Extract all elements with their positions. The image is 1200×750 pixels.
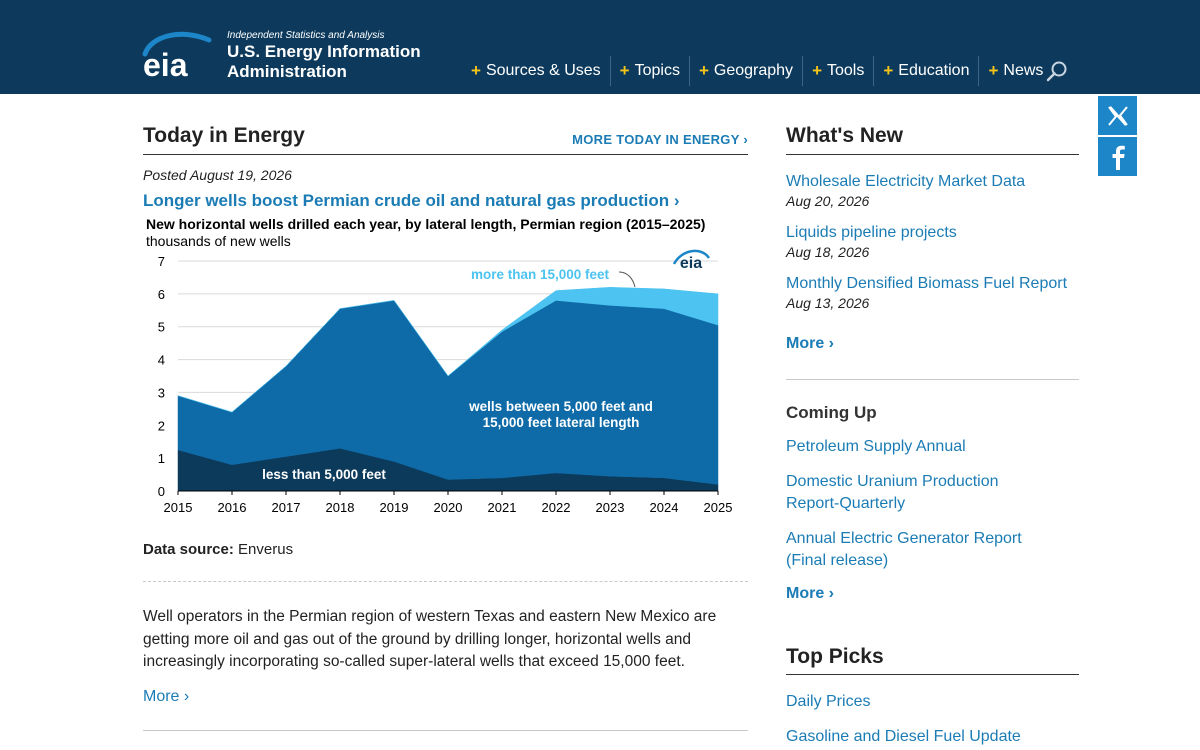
x-tick-label: 2020 (434, 500, 463, 515)
posted-date: Posted August 19, 2026 (143, 167, 292, 183)
nav-label: Tools (827, 62, 865, 79)
top-picks-link[interactable]: Daily Prices (786, 693, 871, 710)
org-name[interactable]: U.S. Energy Information Administration (227, 42, 421, 81)
y-tick-label: 5 (158, 320, 165, 335)
whats-new-date: Aug 13, 2026 (786, 295, 870, 311)
facebook-share-button[interactable] (1098, 137, 1137, 176)
y-tick-label: 1 (158, 451, 165, 466)
plus-icon: + (698, 61, 709, 80)
series-label-short: less than 5,000 feet (262, 467, 386, 482)
plus-icon: + (988, 61, 999, 80)
nav-education[interactable]: + Education (874, 56, 980, 86)
whats-new-item: Wholesale Electricity Market Data Aug 20… (786, 171, 1079, 209)
chart-svg: 0 1 2 3 4 5 6 7 2015 2016 2017 2018 2019 2020 2021 2022… (158, 249, 733, 515)
today-title: Today in Energy (143, 124, 305, 147)
x-tick-label: 2019 (380, 500, 409, 515)
series-label-mid-line2: 15,000 feet lateral length (483, 415, 640, 430)
nav-sources-uses[interactable]: + Sources & Uses (462, 56, 611, 86)
whats-new-item: Monthly Densified Biomass Fuel Report Au… (786, 273, 1079, 311)
chart-title: New horizontal wells drilled each year, … (146, 216, 706, 232)
data-source-label: Data source: (143, 541, 234, 558)
main-nav: + Sources & Uses + Topics + Geography + Tool… (462, 56, 1052, 86)
nav-geography[interactable]: + Geography (690, 56, 804, 86)
plus-icon: + (471, 61, 481, 80)
x-tick-label: 2022 (542, 500, 571, 515)
site-header: eia Independent Statistics and Analysis … (0, 0, 1200, 94)
nav-label: Sources & Uses (485, 62, 601, 79)
y-tick-label: 3 (158, 385, 165, 400)
plus-icon: + (883, 61, 894, 80)
today-rule (143, 154, 748, 155)
divider-bottom (143, 730, 748, 731)
top-picks-link[interactable]: Gasoline and Diesel Fuel Update (786, 728, 1021, 745)
article-headline[interactable]: Longer wells boost Permian crude oil and… (143, 191, 680, 210)
coming-up-link[interactable]: Domestic Uranium Production Report-Quart… (786, 473, 999, 512)
nav-news[interactable]: + News (979, 56, 1052, 86)
nav-label: Topics (634, 62, 680, 79)
y-tick-label: 4 (158, 353, 165, 368)
whats-new-link[interactable]: Monthly Densified Biomass Fuel Report (786, 275, 1068, 292)
whats-new-item: Liquids pipeline projects Aug 18, 2026 (786, 222, 1079, 260)
series-label-mid-line1: wells between 5,000 feet and (468, 399, 653, 414)
x-tick-label: 2017 (272, 500, 301, 515)
nav-label: Education (898, 62, 970, 79)
more-today-link[interactable]: MORE TODAY IN ENERGY › (572, 132, 748, 147)
coming-up-more-link[interactable]: More › (786, 585, 834, 602)
data-source: Data source: Enverus (143, 541, 293, 558)
chart: New horizontal wells drilled each year, … (143, 214, 748, 519)
area-series-3 (177, 287, 719, 413)
y-tick-label: 7 (158, 254, 165, 269)
x-logo-icon (1107, 105, 1128, 126)
eia-logo[interactable]: eia (141, 28, 216, 80)
nav-tools[interactable]: + Tools (803, 56, 875, 86)
whats-new-divider (786, 379, 1079, 380)
data-source-value: Enverus (238, 541, 294, 558)
x-tick-label: 2018 (326, 500, 355, 515)
coming-up-link[interactable]: Petroleum Supply Annual (786, 438, 966, 455)
y-tick-label: 0 (158, 484, 165, 499)
y-tick-label: 2 (158, 418, 165, 433)
x-tick-label: 2021 (488, 500, 517, 515)
coming-up-link[interactable]: Annual Electric Generator Report (Final … (786, 530, 1022, 569)
label-leader-line (618, 271, 636, 288)
plus-icon: + (812, 61, 822, 80)
chart-ylabel: thousands of new wells (146, 233, 291, 249)
facebook-icon (1112, 145, 1125, 170)
whats-new-link[interactable]: Wholesale Electricity Market Data (786, 173, 1026, 190)
divider-dashed (143, 581, 748, 582)
x-share-button[interactable] (1098, 96, 1137, 135)
search-icon[interactable] (1046, 60, 1068, 82)
whats-new-title: What's New (786, 124, 904, 147)
x-tick-label: 2016 (218, 500, 247, 515)
whats-new-date: Aug 18, 2026 (786, 244, 870, 260)
nav-label: News (1003, 62, 1044, 79)
whats-new-more-link[interactable]: More › (786, 335, 834, 352)
series-label-long: more than 15,000 feet (471, 267, 610, 282)
x-tick-label: 2015 (164, 500, 193, 515)
nav-label: Geography (713, 62, 794, 79)
top-picks-title: Top Picks (786, 645, 884, 668)
nav-topics[interactable]: + Topics (611, 56, 690, 86)
tagline: Independent Statistics and Analysis (227, 30, 385, 41)
plus-icon: + (619, 61, 630, 80)
area-series-2 (177, 300, 719, 485)
top-picks-rule (786, 674, 1079, 675)
x-tick-label: 2024 (650, 500, 679, 515)
x-tick-label: 2025 (704, 500, 733, 515)
coming-up-title: Coming Up (786, 403, 877, 422)
x-tick-label: 2023 (596, 500, 625, 515)
article-summary: Well operators in the Permian region of … (143, 608, 717, 670)
whats-new-date: Aug 20, 2026 (786, 193, 870, 209)
whats-new-rule (786, 154, 1079, 155)
article-more-link[interactable]: More › (143, 688, 190, 705)
logo-text: eia (143, 47, 188, 80)
watermark-arc (672, 249, 711, 265)
y-tick-label: 6 (158, 287, 165, 302)
whats-new-link[interactable]: Liquids pipeline projects (786, 224, 957, 241)
watermark-logo: eia (680, 255, 702, 272)
